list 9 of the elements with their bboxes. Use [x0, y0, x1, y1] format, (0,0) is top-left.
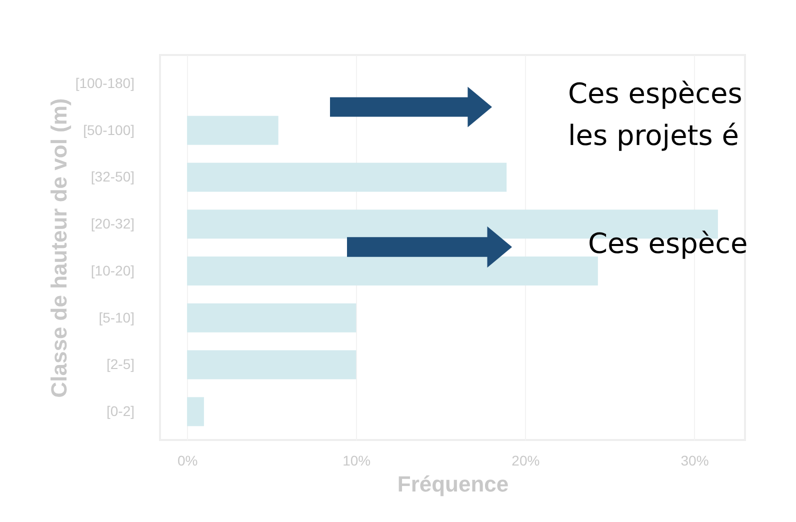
bar [187, 397, 204, 426]
annotation: Ces espèce [588, 227, 748, 260]
bar [187, 350, 356, 380]
bar [187, 256, 598, 286]
annotation: les projets é [568, 119, 739, 152]
bar [187, 162, 507, 192]
bar [187, 116, 278, 145]
annotation: Ces espèces [568, 77, 742, 110]
bar [187, 303, 356, 332]
